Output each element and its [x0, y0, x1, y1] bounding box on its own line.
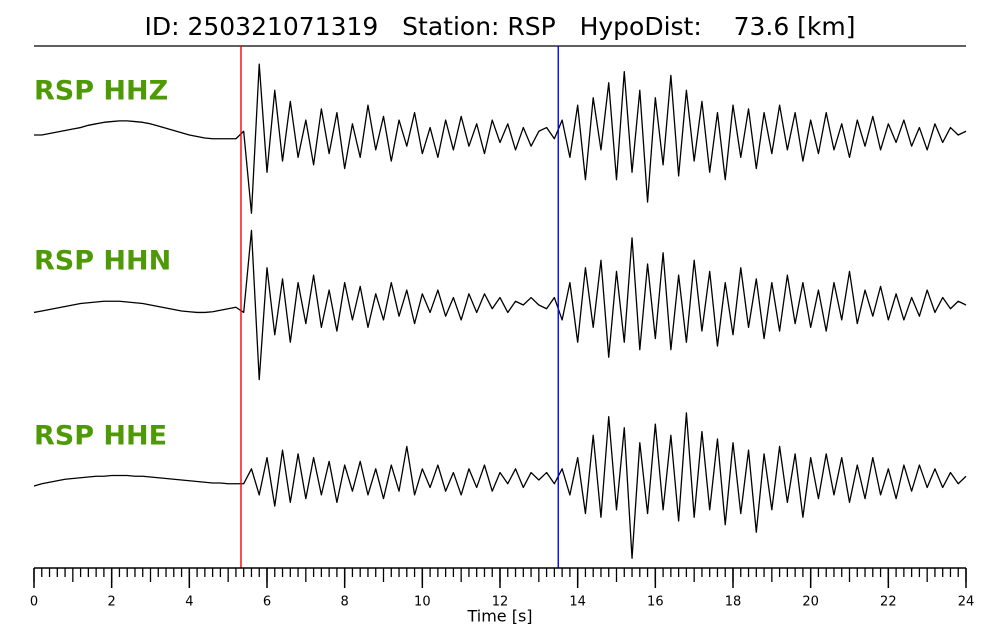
trace-label: RSP HHE — [34, 421, 167, 452]
x-tick-label: 20 — [802, 595, 819, 610]
waveform — [33, 229, 967, 381]
x-tick-label: 8 — [341, 595, 349, 610]
x-tick-label: 0 — [30, 595, 38, 610]
x-axis-label: Time [s] — [466, 607, 532, 626]
chart-title: ID: 250321071319 Station: RSP HypoDist: … — [144, 12, 855, 41]
x-tick-label: 16 — [647, 595, 664, 610]
x-tick-label: 24 — [958, 595, 975, 610]
x-tick-label: 12 — [492, 595, 509, 610]
x-tick-label: 10 — [414, 595, 431, 610]
x-tick-label: 4 — [185, 595, 193, 610]
x-tick-label: 2 — [108, 595, 116, 610]
x-tick-label: 6 — [263, 595, 271, 610]
waveform — [33, 412, 967, 559]
x-tick-label: 14 — [569, 595, 586, 610]
trace-label: RSP HHN — [34, 246, 171, 277]
waveform — [34, 63, 967, 214]
x-tick-label: 22 — [880, 595, 897, 610]
x-tick-label: 18 — [725, 595, 742, 610]
trace-label: RSP HHZ — [34, 76, 168, 107]
